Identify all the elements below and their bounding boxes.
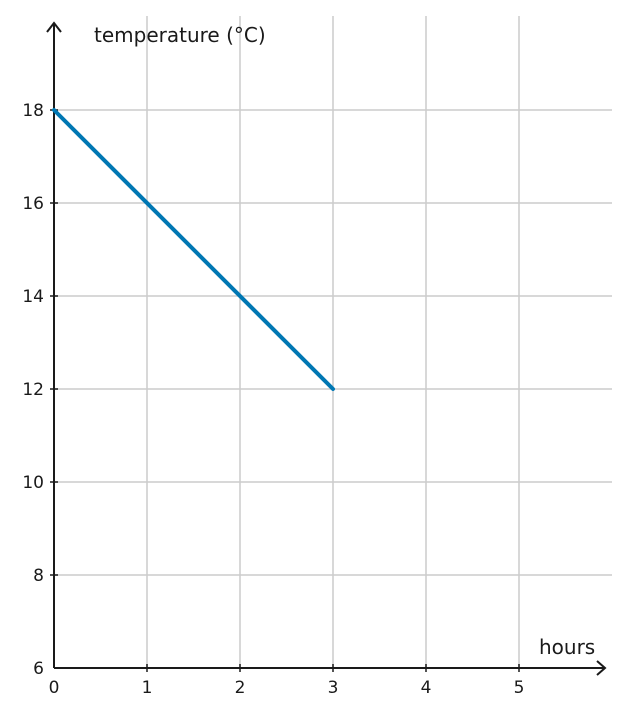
y-axis-title: temperature (°C): [94, 23, 266, 47]
x-tick-label: 4: [421, 678, 432, 698]
y-tick-label: 16: [22, 194, 44, 214]
y-tick-label: 14: [22, 287, 44, 307]
y-tick-label: 6: [33, 659, 44, 679]
series: [52, 108, 335, 391]
y-tick-label: 8: [33, 566, 44, 586]
series-line: [52, 108, 335, 391]
x-axis-arrow: [596, 660, 607, 676]
x-tick-label: 2: [235, 678, 246, 698]
y-tick-label: 12: [22, 380, 44, 400]
y-axis-arrow: [46, 21, 62, 33]
x-tick-label: 5: [514, 678, 525, 698]
x-tick-label: 3: [328, 678, 339, 698]
grid: [54, 16, 612, 668]
x-tick-label: 1: [142, 678, 153, 698]
y-tick-label: 10: [22, 473, 44, 493]
x-tick-label: 0: [49, 678, 60, 698]
axes: [46, 21, 607, 676]
x-axis-title: hours: [539, 635, 595, 659]
y-tick-label: 18: [22, 101, 44, 121]
